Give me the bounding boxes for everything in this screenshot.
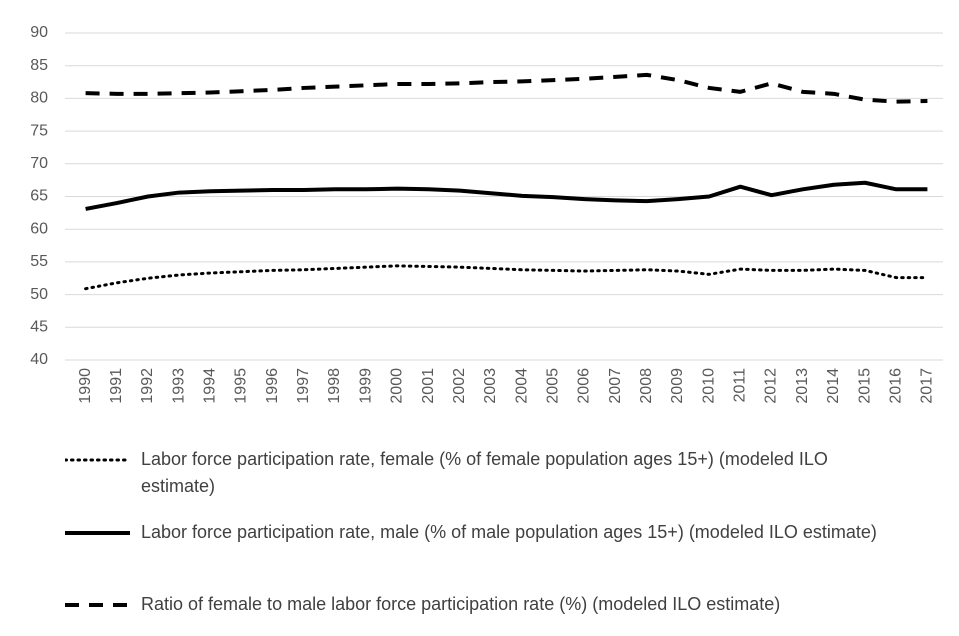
y-tick-label: 45 xyxy=(30,319,48,336)
x-tick-label: 2017 xyxy=(919,368,936,404)
legend-label: Ratio of female to male labor force part… xyxy=(141,594,781,614)
x-tick-label: 2016 xyxy=(887,368,904,404)
x-tick-label: 2015 xyxy=(856,368,873,404)
y-tick-label: 70 xyxy=(30,155,48,172)
legend-swatch xyxy=(65,458,132,462)
x-tick-label: 1999 xyxy=(357,368,374,404)
y-tick-label: 55 xyxy=(30,253,48,270)
x-tick-label: 1998 xyxy=(326,368,343,404)
series-line xyxy=(85,180,928,211)
x-tick-label: 2014 xyxy=(825,368,842,404)
legend-entry: Labor force participation rate, male (% … xyxy=(65,519,916,546)
legend-swatch xyxy=(65,531,130,535)
x-tick-label: 2006 xyxy=(576,368,593,404)
y-tick-label: 90 xyxy=(30,24,48,41)
legend-label: Labor force participation rate, female (… xyxy=(141,449,828,496)
series-line xyxy=(84,264,929,291)
y-tick-label: 75 xyxy=(30,122,48,139)
series-line xyxy=(85,72,928,104)
x-tick-label: 2008 xyxy=(638,368,655,404)
y-tick-label: 65 xyxy=(30,188,48,205)
x-tick-label: 2001 xyxy=(420,368,437,404)
chart: 40 45 50 55 60 65 70 75 80 85 90 1990 1991 1992 1993 19… xyxy=(30,24,943,404)
legend-label: Labor force participation rate, male (% … xyxy=(141,522,877,542)
x-tick-label: 2002 xyxy=(451,368,468,404)
y-tick-label: 60 xyxy=(30,220,48,237)
x-tick-label: 2000 xyxy=(389,368,406,404)
x-tick-label: 2005 xyxy=(544,368,561,404)
legend-swatch xyxy=(65,603,130,607)
x-tick-label: 2009 xyxy=(669,368,686,404)
x-tick-label: 2013 xyxy=(794,368,811,404)
x-tick-label: 1996 xyxy=(264,368,281,404)
y-tick-label: 40 xyxy=(30,351,48,368)
x-tick-label: 1995 xyxy=(233,368,250,404)
x-tick-label: 2012 xyxy=(763,368,780,404)
y-tick-label: 50 xyxy=(30,286,48,303)
x-tick-label: 2011 xyxy=(732,368,749,403)
legend-entry: Ratio of female to male labor force part… xyxy=(65,591,941,618)
x-tick-label: 2003 xyxy=(482,368,499,404)
x-tick-label: 2010 xyxy=(700,368,717,404)
x-tick-label: 1994 xyxy=(202,368,219,404)
x-tick-label: 2004 xyxy=(513,368,530,404)
x-tick-label: 1991 xyxy=(108,368,125,404)
x-tick-label: 1992 xyxy=(139,368,156,404)
x-tick-label: 1990 xyxy=(77,368,94,404)
y-tick-label: 80 xyxy=(30,90,48,107)
x-tick-label: 1997 xyxy=(295,368,312,404)
x-tick-label: 1993 xyxy=(170,368,187,404)
legend-entry: Labor force participation rate, female (… xyxy=(65,446,861,500)
x-tick-label: 2007 xyxy=(607,368,624,404)
y-tick-label: 85 xyxy=(30,57,48,74)
